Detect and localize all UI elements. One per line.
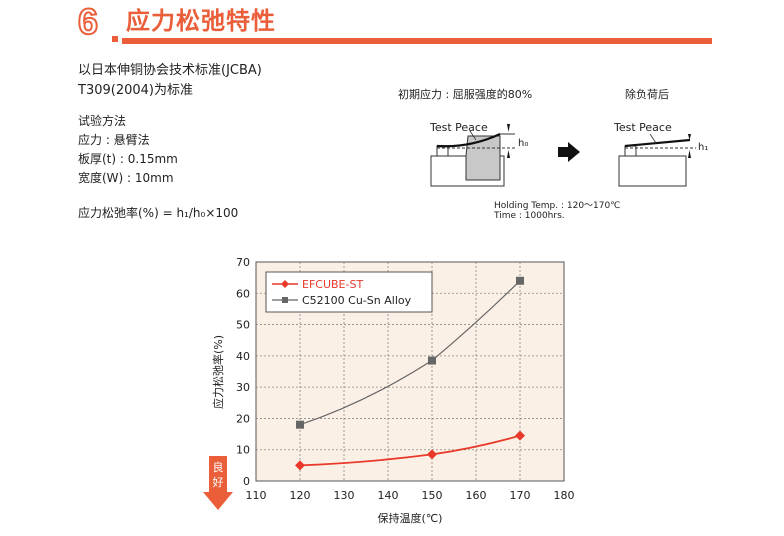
y-tick-label: 30 <box>236 381 250 394</box>
arrow-right-icon <box>558 142 580 162</box>
holding-time-label: Time : 1000hrs. <box>494 211 565 221</box>
y-tick-label: 20 <box>236 412 250 425</box>
y-axis-label: 应力松弛率(%) <box>211 335 225 409</box>
x-tick-label: 170 <box>510 489 531 502</box>
holding-temp-label: Holding Temp. : 120～170℃ <box>494 201 621 211</box>
x-tick-label: 160 <box>466 489 487 502</box>
h1-label: h₁ <box>698 142 708 153</box>
data-series <box>295 276 525 471</box>
test-method-thickness: 板厚(t) : 0.15mm <box>78 152 178 166</box>
y-tick-label: 70 <box>236 256 250 269</box>
test-piece-label-1: Test Peace <box>429 121 488 134</box>
section-title-underline <box>122 38 712 44</box>
x-tick-label: 150 <box>422 489 443 502</box>
section-title: 应力松弛特性 <box>126 7 276 35</box>
legend: EFCUBE-ST C52100 Cu-Sn Alloy <box>265 271 433 313</box>
test-method-width: 宽度(W) : 10mm <box>78 171 174 185</box>
data-point-c52100 <box>428 356 436 365</box>
test-method-title: 试验方法 <box>78 114 127 128</box>
x-tick-label: 140 <box>378 489 399 502</box>
section-number-dot <box>112 36 118 42</box>
fixture-base-right <box>618 155 687 187</box>
legend-marker-efcube <box>281 280 289 288</box>
relaxation-formula: 应力松弛率(%) = h₁/h₀×100 <box>78 206 239 220</box>
legend-marker-c52100 <box>282 297 288 303</box>
leader-2 <box>649 133 657 144</box>
better-label-char-2: 好 <box>213 475 224 489</box>
y-tick-label: 60 <box>236 287 250 300</box>
unloaded-fixture <box>618 133 696 187</box>
better-label-char-1: 良 <box>213 460 224 474</box>
x-tick-label: 180 <box>554 489 575 502</box>
data-point-efcube <box>515 430 525 441</box>
legend-label-efcube: EFCUBE-ST <box>302 278 363 291</box>
loaded-fixture <box>430 124 515 187</box>
legend-label-c52100: C52100 Cu-Sn Alloy <box>302 294 412 307</box>
h0-arrow-bottom <box>507 150 510 158</box>
x-tick-label: 130 <box>334 489 355 502</box>
test-piece-deflected <box>436 133 501 148</box>
x-tick-label: 120 <box>290 489 311 502</box>
y-tick-label: 40 <box>236 350 250 363</box>
leader-1 <box>469 130 477 141</box>
x-tick-label: 110 <box>246 489 267 502</box>
loading-block <box>465 135 501 181</box>
h1-arrow-top <box>688 134 691 140</box>
standard-line-1: 以日本伸铜协会技术标准(JCBA) <box>78 63 262 78</box>
h0-arrow-top <box>507 124 510 132</box>
better-arrow-icon: 良 好 <box>203 456 233 510</box>
x-axis-label: 保持温度(℃) <box>378 511 443 525</box>
axis-ticks: 0 10 20 30 40 50 60 70 110 120 130 140 150 160 170 180 <box>236 256 575 502</box>
test-method-stress: 应力 : 悬臂法 <box>78 133 150 147</box>
h0-label: h₀ <box>518 138 528 149</box>
data-point-efcube <box>295 460 305 471</box>
legend-box <box>265 271 433 313</box>
y-tick-label: 0 <box>243 475 250 488</box>
test-piece-relaxed <box>624 138 691 148</box>
data-point-efcube <box>427 449 437 460</box>
after-unload-label: 除负荷后 <box>625 88 669 101</box>
data-point-c52100 <box>296 420 304 429</box>
test-piece-label-2: Test Peace <box>613 121 672 134</box>
standard-line-2: T309(2004)为标准 <box>78 83 193 98</box>
y-tick-label: 50 <box>236 319 250 332</box>
h1-arrow-bottom <box>688 150 691 158</box>
section-number: 6 <box>77 1 99 43</box>
y-tick-label: 10 <box>236 444 250 457</box>
initial-stress-label: 初期应力 : 屈服强度的80% <box>398 88 533 101</box>
data-point-c52100 <box>516 276 524 285</box>
